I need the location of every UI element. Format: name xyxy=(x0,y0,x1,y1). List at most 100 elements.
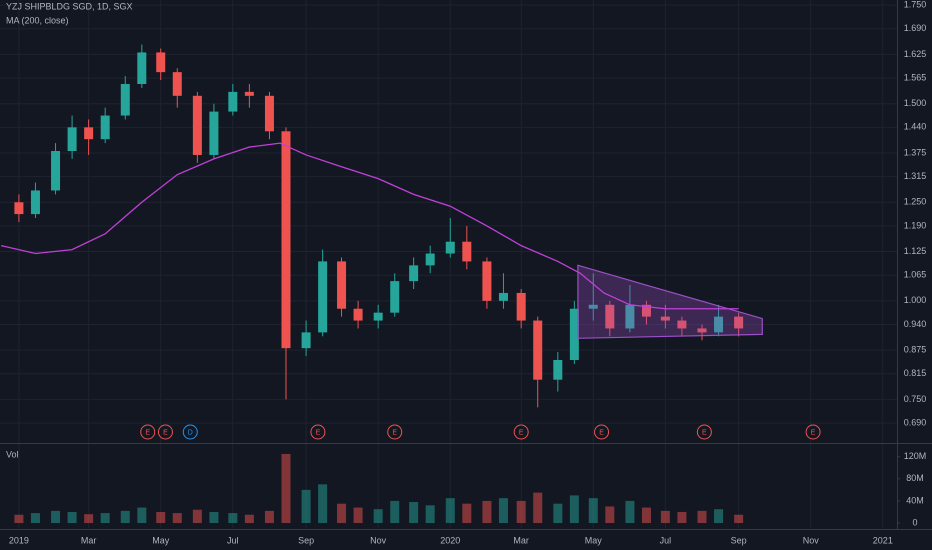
volume-bar xyxy=(445,498,455,524)
y-tick-label: 1.125 xyxy=(904,246,927,256)
volume-bar xyxy=(660,510,670,524)
candle-body xyxy=(734,316,744,329)
candle-body xyxy=(209,111,219,155)
candle-body xyxy=(100,115,110,140)
x-tick-label: Jul xyxy=(660,535,672,545)
candle-body xyxy=(137,52,147,84)
volume-bar xyxy=(641,507,651,524)
candle-body xyxy=(462,241,472,262)
volume-tick-label: 0 xyxy=(912,517,917,527)
volume-bar xyxy=(51,510,61,524)
volume-bar xyxy=(84,514,94,524)
volume-bar xyxy=(264,510,274,524)
candle-body xyxy=(281,131,291,349)
volume-bar xyxy=(14,514,24,524)
volume-bar xyxy=(67,511,77,524)
candle-body xyxy=(516,292,526,321)
volume-bar xyxy=(30,513,40,524)
candle-body xyxy=(677,320,687,329)
volume-bar xyxy=(605,506,615,524)
volume-bar xyxy=(482,500,492,524)
volume-tick-label: 120M xyxy=(904,451,927,461)
candle-body xyxy=(120,83,130,116)
volume-bar xyxy=(337,503,347,524)
x-tick-label: Mar xyxy=(513,535,529,545)
volume-tick-label: 80M xyxy=(906,473,924,483)
volume-bar xyxy=(588,498,598,524)
volume-bar xyxy=(172,513,182,524)
candle-body xyxy=(228,91,238,112)
candle-body xyxy=(482,261,492,301)
candle-body xyxy=(697,328,707,333)
y-tick-label: 1.065 xyxy=(904,270,927,280)
event-marker xyxy=(140,424,156,440)
event-marker xyxy=(594,424,610,440)
volume-bar xyxy=(281,453,291,524)
volume-bar xyxy=(625,500,635,524)
candle-body xyxy=(244,91,254,96)
event-marker xyxy=(157,424,173,440)
volume-bar xyxy=(120,510,130,524)
candle-body xyxy=(641,304,651,317)
x-tick-label: Jul xyxy=(227,535,239,545)
candle-body xyxy=(660,316,670,321)
volume-panel xyxy=(14,453,744,524)
candle-body xyxy=(14,202,24,215)
triangle-pattern xyxy=(577,264,763,339)
event-marker xyxy=(805,424,821,440)
candle-body xyxy=(625,304,635,329)
volume-bar xyxy=(462,503,472,524)
y-tick-label: 1.565 xyxy=(904,72,927,82)
y-tick-label: 0.815 xyxy=(904,368,927,378)
candle-body xyxy=(67,127,77,152)
event-label: E xyxy=(316,429,321,436)
volume-bar xyxy=(553,503,563,524)
x-tick-label: 2021 xyxy=(873,535,893,545)
candle-body xyxy=(172,72,182,96)
candle-body xyxy=(353,308,363,321)
event-label: E xyxy=(599,429,604,436)
x-tick-label: May xyxy=(152,535,170,545)
event-label: E xyxy=(145,429,150,436)
candle-body xyxy=(337,261,347,309)
event-marker xyxy=(513,424,529,440)
candle-body xyxy=(318,261,328,333)
volume-label: Vol xyxy=(6,449,19,459)
candle-body xyxy=(445,241,455,254)
y-tick-label: 0.875 xyxy=(904,345,927,355)
volume-bar xyxy=(533,492,543,524)
volume-bar xyxy=(516,500,526,524)
candle-body xyxy=(390,281,400,313)
volume-bar xyxy=(228,513,238,524)
event-label: E xyxy=(163,429,168,436)
event-label: E xyxy=(702,429,707,436)
volume-bar xyxy=(697,510,707,524)
volume-bar xyxy=(156,511,166,524)
volume-bar xyxy=(137,507,147,524)
event-label: D xyxy=(188,429,193,436)
candle-body xyxy=(533,320,543,380)
y-tick-label: 0.940 xyxy=(904,319,927,329)
y-tick-label: 0.690 xyxy=(904,417,927,427)
y-tick-label: 0.750 xyxy=(904,394,927,404)
candle-body xyxy=(84,127,94,140)
volume-bar xyxy=(353,507,363,524)
volume-bar xyxy=(425,505,435,524)
y-tick-label: 1.250 xyxy=(904,197,927,207)
x-tick-label: 2020 xyxy=(440,535,460,545)
volume-bar xyxy=(100,513,110,524)
candle-body xyxy=(156,52,166,73)
event-marker xyxy=(182,424,198,440)
candle-body xyxy=(51,151,61,191)
y-tick-label: 1.190 xyxy=(904,220,927,230)
x-tick-label: Sep xyxy=(731,535,747,545)
y-tick-label: 1.440 xyxy=(904,122,927,132)
candle-body xyxy=(192,95,202,155)
volume-bar xyxy=(498,498,508,524)
axes: 1.750 1.690 1.625 1.565 1.500 1.440 1.375 1.315… xyxy=(9,0,926,545)
y-tick-label: 1.750 xyxy=(904,0,927,10)
candle-body xyxy=(714,316,724,333)
y-tick-label: 1.000 xyxy=(904,295,927,305)
